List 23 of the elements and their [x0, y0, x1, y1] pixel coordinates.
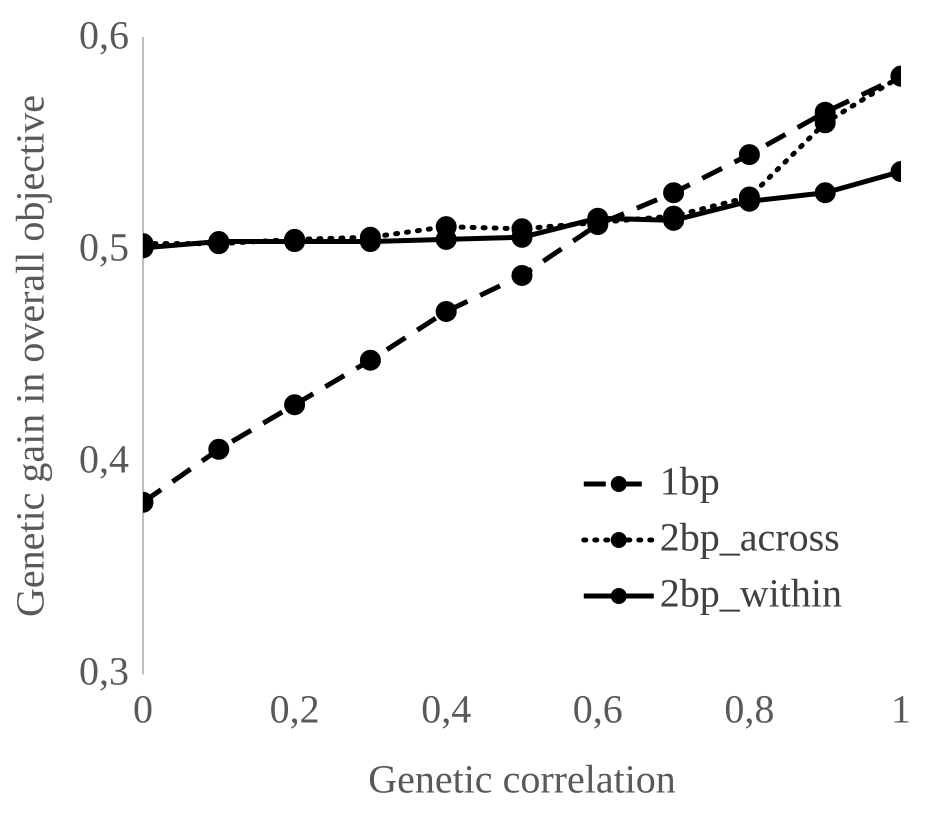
- point: [284, 394, 306, 416]
- legend-label: 2bp_across: [660, 514, 840, 560]
- legend-label: 1bp: [660, 458, 720, 504]
- point: [512, 264, 532, 286]
- point: [663, 182, 684, 204]
- x-tick-label: 1: [891, 686, 911, 732]
- x-axis-title: Genetic correlation: [368, 756, 676, 802]
- y-tick-label: 0,3: [79, 648, 129, 694]
- point: [360, 350, 381, 371]
- x-tick-label: 0,4: [421, 686, 472, 732]
- x-tick-label: 0,8: [724, 686, 774, 732]
- y-axis-title: Genetic gain in overall objective: [8, 94, 52, 618]
- x-tick-label: 0,6: [572, 686, 623, 732]
- x-tick-label: 0,2: [270, 686, 320, 732]
- y-tick-label: 0,4: [79, 436, 129, 482]
- point: [436, 300, 457, 322]
- legend-label: 2bp_within: [660, 570, 842, 616]
- x-tick-label: 0: [133, 686, 153, 732]
- point: [814, 182, 836, 204]
- y-tick-label: 0,5: [79, 224, 129, 270]
- point: [208, 438, 230, 460]
- y-tick-label: 0,6: [79, 12, 129, 58]
- point: [738, 144, 760, 166]
